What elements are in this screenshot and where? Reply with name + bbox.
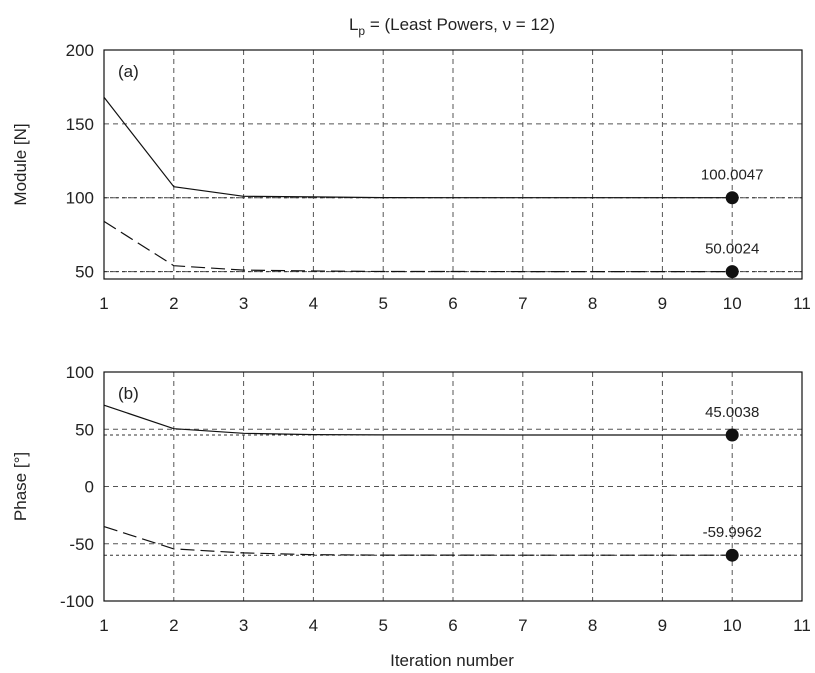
phase-y-tick-label: -50 [69, 535, 94, 554]
module-x-tick-label: 2 [169, 294, 178, 313]
module-x-tick-label: 11 [793, 294, 811, 313]
module-x-tick-label: 6 [448, 294, 457, 313]
module-y-axis-label: Module [N] [11, 123, 30, 205]
phase-y-tick-label: 50 [75, 420, 94, 439]
phase-series-dashed-line [103, 526, 733, 556]
module-panel-tag: (a) [118, 62, 139, 81]
module-panel: 100.0047 50.0024 1 2 3 4 5 6 7 8 9 10 11 50 100 150 200 (… [11, 41, 811, 313]
phase-marker-label: 45.0038 [705, 404, 759, 421]
phase-y-tick-label: 100 [66, 363, 94, 382]
phase-series-solid-line [103, 404, 733, 436]
module-x-tick-label: 4 [309, 294, 318, 313]
phase-x-tick-label: 1 [99, 616, 108, 635]
phase-x-tick-label: 6 [448, 616, 457, 635]
module-series-solid-line [103, 96, 733, 199]
phase-x-tick-label: 10 [723, 616, 742, 635]
module-x-tick-label: 5 [378, 294, 387, 313]
module-marker-point [725, 191, 739, 205]
module-plot-frame [103, 49, 803, 280]
module-marker-label: 50.0024 [705, 241, 759, 258]
module-y-tick-label: 150 [66, 115, 94, 134]
module-x-tick-label: 3 [239, 294, 248, 313]
phase-x-tick-label: 5 [378, 616, 387, 635]
phase-y-tick-label: -100 [60, 592, 94, 611]
phase-x-tick-label: 8 [588, 616, 597, 635]
phase-y-axis-label: Phase [°] [11, 452, 30, 521]
phase-plot-frame [103, 371, 803, 602]
module-y-tick-label: 50 [75, 263, 94, 282]
phase-x-tick-label: 4 [309, 616, 318, 635]
module-series-dashed-line [103, 220, 733, 273]
phase-y-tick-label: 0 [85, 478, 94, 497]
phase-marker-label: -59.9962 [703, 524, 762, 541]
module-x-tick-label: 10 [723, 294, 742, 313]
phase-x-tick-label: 7 [518, 616, 527, 635]
x-axis-label: Iteration number [390, 651, 514, 670]
module-x-tick-label: 9 [658, 294, 667, 313]
phase-x-tick-label: 11 [793, 616, 811, 635]
module-y-tick-label: 100 [66, 189, 94, 208]
phase-marker-point [725, 548, 739, 562]
module-marker-label: 100.0047 [701, 167, 764, 184]
phase-x-tick-label: 9 [658, 616, 667, 635]
phase-x-tick-label: 2 [169, 616, 178, 635]
phase-panel: 45.0038 -59.9962 1 2 3 4 5 6 7 8 9 10 11 -100 -50 0 50 10… [11, 363, 811, 635]
module-marker-point [725, 265, 739, 279]
module-x-tick-label: 8 [588, 294, 597, 313]
phase-x-tick-label: 3 [239, 616, 248, 635]
phase-panel-tag: (b) [118, 384, 139, 403]
phase-marker-point [725, 428, 739, 442]
module-x-tick-label: 7 [518, 294, 527, 313]
chart-title: Lp = (Least Powers, ν = 12) [349, 15, 555, 38]
module-x-tick-label: 1 [99, 294, 108, 313]
module-y-tick-label: 200 [66, 41, 94, 60]
